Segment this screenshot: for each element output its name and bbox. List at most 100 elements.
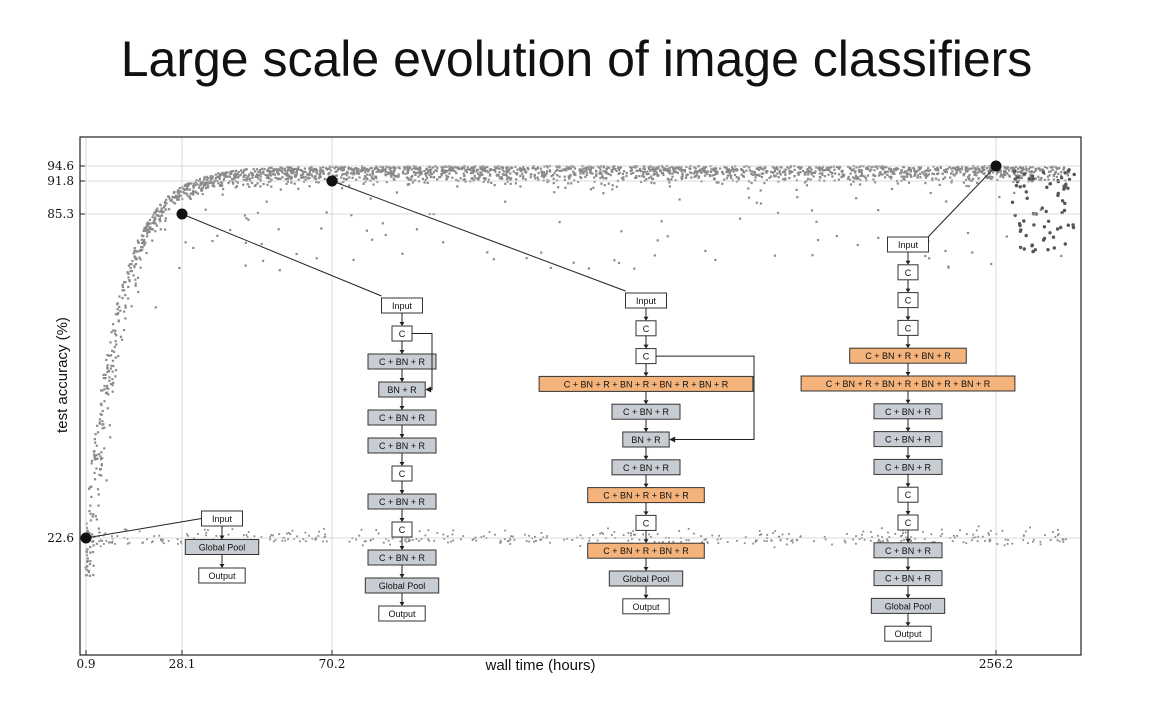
- population-point: [600, 173, 603, 176]
- population-point: [151, 239, 154, 242]
- population-point: [588, 168, 591, 171]
- population-point: [1021, 168, 1024, 172]
- population-point: [579, 534, 582, 537]
- architecture-block-label: C + BN + R + BN + R + BN + R + BN + R: [564, 379, 729, 389]
- population-point: [172, 201, 175, 204]
- population-point: [864, 176, 867, 180]
- population-point: [499, 542, 501, 544]
- population-point: [553, 191, 556, 194]
- population-point: [763, 540, 766, 542]
- population-point: [572, 261, 575, 264]
- highlight-marker: [80, 532, 92, 544]
- population-point: [730, 176, 733, 179]
- population-point: [1054, 535, 1057, 538]
- population-point: [90, 462, 93, 465]
- population-point: [109, 436, 112, 439]
- population-point: [371, 171, 374, 174]
- population-point: [260, 536, 263, 539]
- population-point: [104, 532, 107, 535]
- population-point: [110, 541, 112, 544]
- population-point: [135, 258, 138, 261]
- population-point: [1018, 223, 1022, 228]
- population-point: [146, 224, 149, 227]
- population-point: [552, 182, 555, 185]
- population-point: [884, 166, 887, 169]
- population-point: [1039, 543, 1042, 546]
- population-point: [143, 228, 147, 231]
- population-point: [341, 187, 344, 190]
- population-point: [487, 171, 490, 174]
- population-point: [276, 170, 279, 173]
- population-point: [504, 529, 507, 532]
- population-point: [247, 218, 250, 221]
- population-point: [506, 177, 509, 180]
- population-point: [521, 169, 524, 172]
- population-point: [714, 258, 717, 261]
- population-point: [450, 540, 452, 543]
- population-point: [482, 180, 485, 183]
- population-point: [981, 165, 984, 169]
- population-point: [133, 264, 136, 267]
- population-point: [141, 248, 144, 252]
- population-point: [124, 304, 127, 307]
- population-point: [1049, 539, 1052, 541]
- population-point: [482, 167, 485, 170]
- population-point: [252, 168, 255, 171]
- population-point: [107, 393, 110, 396]
- population-point: [299, 174, 302, 177]
- population-point: [452, 539, 455, 542]
- population-point: [335, 174, 339, 177]
- population-point: [1008, 175, 1011, 178]
- architecture-block-label: C: [399, 329, 406, 339]
- population-point: [285, 182, 288, 185]
- population-point: [225, 175, 228, 178]
- population-point: [314, 538, 317, 541]
- population-point: [97, 504, 100, 507]
- population-point: [1062, 168, 1065, 171]
- population-point: [1004, 171, 1008, 174]
- population-point: [457, 166, 460, 169]
- population-point: [278, 177, 281, 180]
- population-point: [1023, 534, 1025, 537]
- population-point: [114, 340, 117, 343]
- population-point: [390, 167, 393, 170]
- population-point: [1024, 233, 1028, 238]
- population-point: [642, 533, 644, 536]
- population-point: [974, 171, 977, 175]
- population-point: [971, 251, 974, 254]
- population-point: [651, 177, 654, 180]
- population-point: [425, 172, 428, 175]
- population-point: [95, 542, 98, 545]
- population-point: [546, 535, 548, 537]
- population-point: [1028, 170, 1031, 173]
- population-point: [840, 176, 843, 179]
- population-point: [235, 185, 239, 188]
- population-point: [473, 169, 476, 172]
- population-point: [668, 166, 671, 169]
- population-point: [742, 175, 745, 178]
- population-point: [996, 171, 999, 174]
- population-point: [274, 168, 277, 172]
- population-point: [777, 211, 780, 215]
- population-point: [976, 540, 979, 542]
- population-point: [716, 172, 719, 175]
- population-point: [322, 171, 325, 174]
- population-point: [127, 297, 130, 300]
- population-point: [296, 535, 298, 538]
- population-point: [1038, 178, 1041, 181]
- population-point: [953, 534, 955, 537]
- population-point: [410, 178, 413, 181]
- population-point: [311, 175, 314, 178]
- population-point: [89, 551, 92, 554]
- population-point: [291, 168, 294, 171]
- population-point: [888, 167, 891, 170]
- population-point: [262, 170, 265, 173]
- population-point: [173, 196, 177, 199]
- population-point: [990, 177, 993, 181]
- population-point: [567, 175, 570, 178]
- population-point: [186, 186, 189, 189]
- population-point: [630, 168, 633, 172]
- population-point: [489, 168, 492, 171]
- population-point: [1015, 174, 1018, 177]
